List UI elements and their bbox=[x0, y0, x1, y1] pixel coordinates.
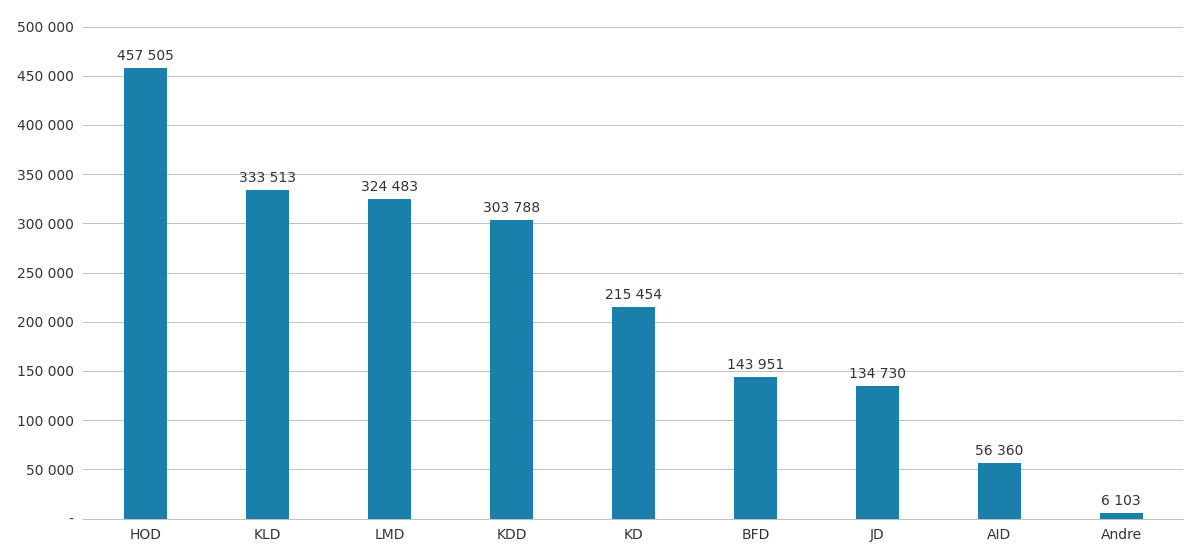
Text: 324 483: 324 483 bbox=[361, 181, 418, 195]
Bar bbox=[246, 191, 289, 519]
Bar bbox=[856, 386, 899, 519]
Text: 56 360: 56 360 bbox=[976, 444, 1024, 458]
Bar bbox=[124, 68, 167, 519]
Text: 457 505: 457 505 bbox=[118, 49, 174, 63]
Bar bbox=[734, 377, 776, 519]
Bar bbox=[612, 306, 655, 519]
Text: 333 513: 333 513 bbox=[239, 172, 296, 186]
Bar bbox=[978, 463, 1021, 519]
Text: 6 103: 6 103 bbox=[1102, 494, 1141, 508]
Text: 215 454: 215 454 bbox=[605, 288, 662, 302]
Bar bbox=[368, 199, 410, 519]
Bar bbox=[1100, 513, 1142, 519]
Text: 143 951: 143 951 bbox=[727, 358, 784, 372]
Text: 134 730: 134 730 bbox=[848, 367, 906, 381]
Text: 303 788: 303 788 bbox=[482, 201, 540, 215]
Bar bbox=[490, 220, 533, 519]
